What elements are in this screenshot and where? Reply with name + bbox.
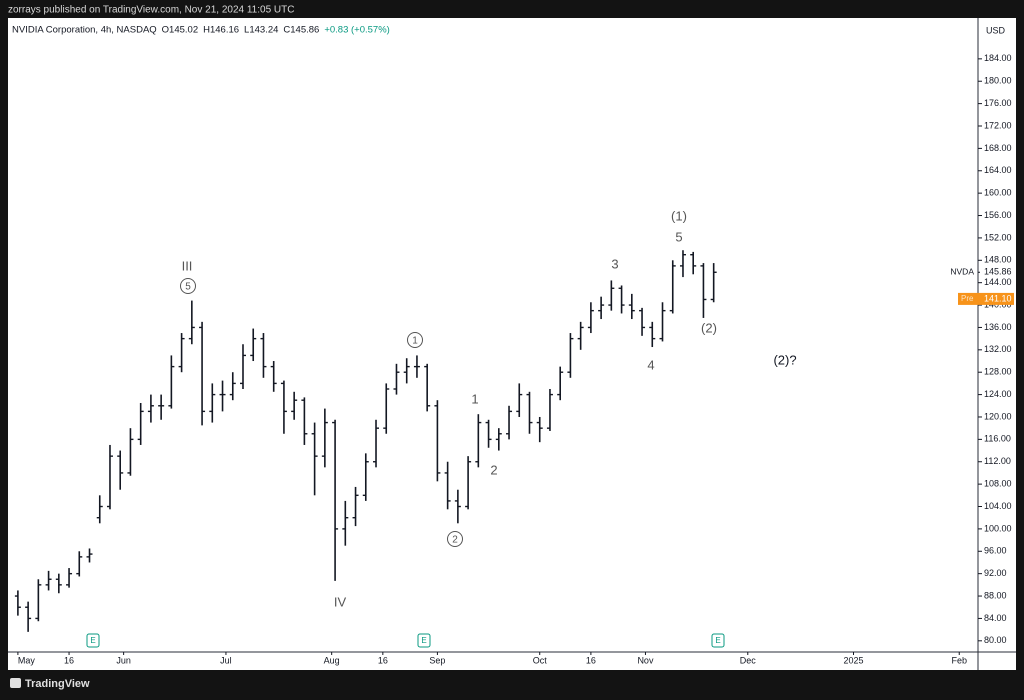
wave-label: (1) — [671, 208, 687, 223]
y-tick-label: 160.00 — [984, 188, 1012, 198]
y-tick-label: 112.00 — [984, 456, 1011, 466]
wave-label: (2)? — [773, 352, 796, 367]
wave-circle — [180, 278, 196, 294]
pre-market-tag — [958, 292, 1014, 305]
pre-market-name: Pre — [961, 294, 974, 303]
y-tick-label: 172.00 — [984, 120, 1012, 130]
y-tick-label: 152.00 — [984, 232, 1012, 242]
legend-item: H146.16 — [203, 25, 239, 36]
x-tick-label: 2025 — [843, 655, 863, 665]
y-tick-label: 124.00 — [984, 389, 1012, 399]
y-tick-label: 88.00 — [984, 590, 1007, 600]
y-tick-label: 144.00 — [984, 277, 1012, 287]
earnings-badge — [711, 633, 725, 648]
y-tick-label: 96.00 — [984, 546, 1007, 556]
wave-circle — [407, 332, 423, 348]
x-tick-label: Oct — [533, 655, 548, 665]
y-tick-label: 92.00 — [984, 568, 1007, 578]
y-tick-label: 156.00 — [984, 210, 1012, 220]
legend-item: NVIDIA Corporation, 4h, NASDAQ — [12, 25, 157, 36]
logo-icon — [10, 678, 21, 688]
earnings-label: E — [715, 636, 720, 645]
footer: TradingView — [25, 678, 90, 690]
x-tick-label: 16 — [586, 655, 596, 665]
symbol-label: NVDA — [950, 267, 974, 277]
pre-market-price: 141.10 — [984, 293, 1012, 303]
publisher: zorrays published on TradingView.com, No… — [8, 5, 294, 16]
y-tick-label: 136.00 — [984, 322, 1012, 332]
y-tick-label: 108.00 — [984, 479, 1012, 489]
y-tick-label: 176.00 — [984, 98, 1012, 108]
x-tick-label: Feb — [951, 655, 967, 665]
wave-label: 1 — [471, 391, 478, 406]
wave-label: 3 — [611, 256, 618, 271]
legend-item: L143.24 — [244, 25, 278, 36]
wave-label: 2 — [490, 462, 497, 477]
y-tick-label: 180.00 — [984, 76, 1012, 86]
x-tick-label: Sep — [429, 655, 445, 665]
wave-label: 4 — [647, 357, 654, 372]
y-tick-label: 184.00 — [984, 53, 1012, 63]
wave-circle — [447, 531, 463, 547]
legend-item: C145.86 — [283, 25, 319, 36]
wave-label: (2) — [701, 320, 717, 335]
y-tick-label: 80.00 — [984, 635, 1007, 645]
y-tick-label: 128.00 — [984, 367, 1012, 377]
wave-label: IV — [334, 594, 347, 609]
x-tick-label: May — [18, 655, 36, 665]
price-bars — [14, 250, 717, 632]
y-tick-label: 104.00 — [984, 501, 1012, 511]
earnings-badge — [86, 633, 100, 648]
x-tick-label: Dec — [740, 655, 757, 665]
x-tick-label: Jul — [220, 655, 232, 665]
x-tick-label: Jun — [116, 655, 131, 665]
chart-panel — [8, 18, 1016, 670]
y-tick-label: 148.00 — [984, 255, 1012, 265]
earnings-badge — [417, 633, 431, 648]
x-tick-label: 16 — [64, 655, 74, 665]
y-tick-label: 132.00 — [984, 344, 1012, 354]
wave-label: III — [182, 258, 193, 273]
last-price-tag — [980, 266, 1014, 279]
y-tick-label: 164.00 — [984, 165, 1012, 175]
y-tick-label: 116.00 — [984, 434, 1011, 444]
earnings-label: E — [421, 636, 426, 645]
wave-label: 2 — [452, 535, 458, 546]
legend-item: O145.02 — [162, 25, 198, 36]
wave-label: 5 — [675, 229, 682, 244]
y-tick-label: 100.00 — [984, 523, 1012, 533]
x-tick-label: Aug — [324, 655, 340, 665]
y-tick-label: 84.00 — [984, 613, 1007, 623]
wave-label: 1 — [412, 336, 418, 347]
logo: TradingView — [10, 678, 90, 690]
wave-label: 5 — [185, 282, 191, 293]
y-tick-label: 168.00 — [984, 143, 1012, 153]
earnings-label: E — [90, 636, 95, 645]
legend-item: +0.83 (+0.57%) — [324, 25, 390, 36]
x-tick-label: Nov — [637, 655, 654, 665]
x-tick-label: 16 — [378, 655, 388, 665]
y-tick-label: 120.00 — [984, 411, 1012, 421]
last-price-label: 145.86 — [984, 267, 1012, 277]
currency: USD — [986, 25, 1006, 35]
